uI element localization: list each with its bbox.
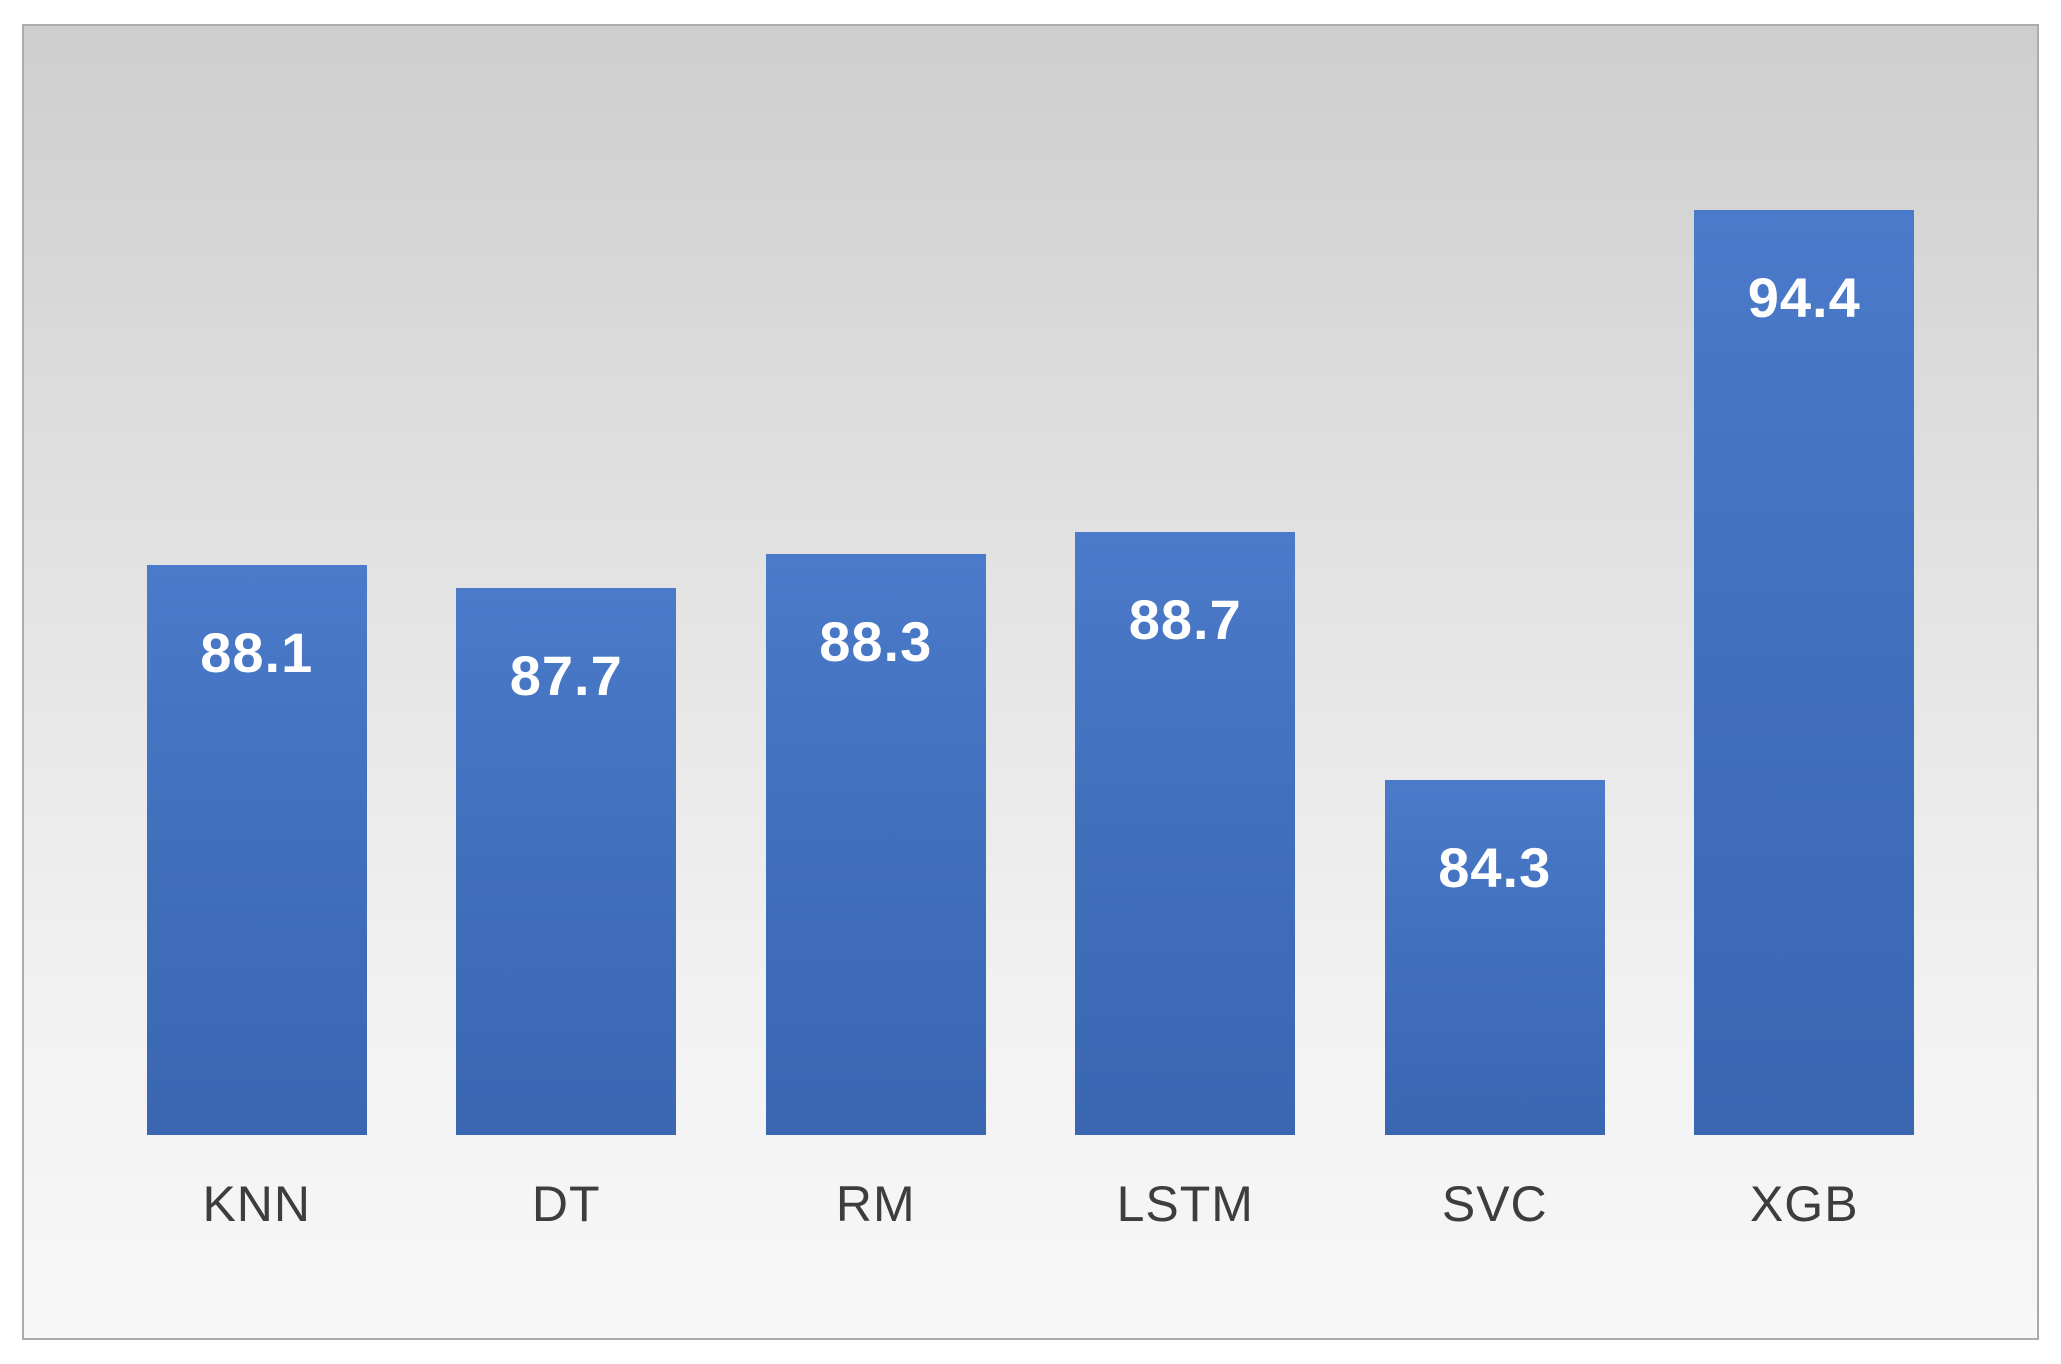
bar-dt: 87.7	[456, 588, 677, 1135]
category-label: LSTM	[1116, 1176, 1254, 1232]
plot-area: 88.1 87.7 88.3 88.7 84.3 94.4	[102, 120, 1959, 1135]
category-label: XGB	[1749, 1176, 1859, 1232]
bar-slot: 94.4	[1650, 120, 1960, 1135]
bar-svc: 84.3	[1384, 779, 1605, 1135]
bar-knn: 88.1	[146, 565, 367, 1135]
category-label: KNN	[202, 1176, 312, 1232]
bar-slot: 84.3	[1340, 120, 1650, 1135]
bar-xgb: 94.4	[1694, 210, 1915, 1135]
bar-value-label: 88.1	[200, 621, 314, 685]
bar-slot: 88.7	[1031, 120, 1341, 1135]
bar-rm: 88.3	[765, 554, 986, 1135]
bar-value-label: 87.7	[509, 644, 623, 708]
bar-slot: 87.7	[412, 120, 722, 1135]
bar-value-label: 88.3	[819, 610, 933, 674]
bar-value-label: 84.3	[1438, 835, 1552, 899]
bar-slot: 88.1	[102, 120, 412, 1135]
bar-value-label: 88.7	[1128, 587, 1242, 651]
category-label: RM	[835, 1176, 916, 1232]
bar-slot: 88.3	[721, 120, 1031, 1135]
bar-chart: 88.1 87.7 88.3 88.7 84.3 94.4 KNN DT RM LSTM SVC X…	[22, 24, 2039, 1340]
category-label: DT	[531, 1176, 601, 1232]
bar-lstm: 88.7	[1075, 531, 1296, 1135]
category-label: SVC	[1441, 1176, 1548, 1232]
category-labels-row: KNN DT RM LSTM SVC XGB	[102, 1175, 1959, 1233]
bar-value-label: 94.4	[1747, 266, 1861, 330]
